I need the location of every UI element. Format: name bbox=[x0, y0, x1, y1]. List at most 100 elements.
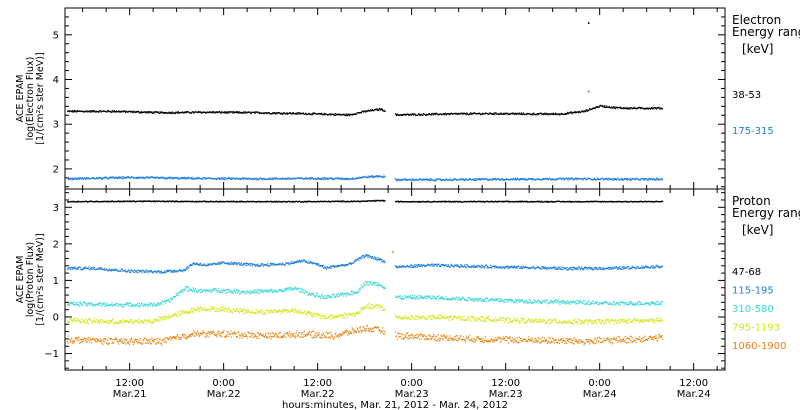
data-point bbox=[611, 200, 613, 202]
data-point bbox=[474, 265, 476, 267]
data-point bbox=[308, 292, 310, 294]
data-point bbox=[418, 200, 420, 202]
data-point bbox=[544, 266, 546, 268]
data-point bbox=[341, 200, 343, 202]
data-point bbox=[416, 266, 419, 268]
data-point bbox=[168, 300, 171, 302]
data-point bbox=[639, 179, 641, 181]
data-point bbox=[461, 266, 463, 268]
data-point bbox=[348, 114, 351, 117]
data-point bbox=[311, 114, 313, 116]
data-point bbox=[644, 108, 646, 110]
data-point bbox=[547, 201, 549, 203]
data-point bbox=[445, 178, 448, 180]
data-point bbox=[597, 268, 599, 270]
data-point bbox=[646, 108, 648, 110]
data-point bbox=[210, 289, 212, 291]
data-point bbox=[92, 110, 94, 113]
data-point bbox=[435, 263, 437, 265]
data-point bbox=[165, 271, 167, 273]
data-point bbox=[575, 268, 578, 270]
data-point bbox=[370, 257, 372, 259]
data-point bbox=[67, 178, 69, 180]
data-point bbox=[609, 267, 612, 269]
data-point bbox=[433, 112, 435, 114]
data-point bbox=[328, 267, 330, 269]
data-point bbox=[348, 113, 350, 115]
data-point bbox=[410, 266, 412, 268]
data-point bbox=[214, 112, 216, 114]
data-point bbox=[490, 267, 493, 269]
data-point bbox=[580, 111, 582, 114]
data-point bbox=[448, 200, 450, 202]
data-point bbox=[657, 265, 659, 268]
data-point bbox=[99, 268, 102, 270]
data-point bbox=[76, 177, 78, 179]
data-point bbox=[456, 265, 458, 267]
data-point bbox=[346, 113, 348, 115]
data-point bbox=[266, 264, 268, 266]
data-point bbox=[91, 268, 93, 270]
data-point bbox=[446, 265, 449, 268]
data-point bbox=[329, 265, 331, 267]
data-point bbox=[286, 263, 288, 265]
data-point bbox=[421, 265, 423, 267]
data-point bbox=[461, 112, 463, 115]
data-point bbox=[307, 294, 309, 296]
data-point bbox=[162, 111, 165, 114]
data-point bbox=[572, 266, 574, 268]
data-point bbox=[198, 264, 200, 266]
data-point bbox=[499, 267, 501, 269]
data-point bbox=[136, 177, 138, 179]
data-point bbox=[193, 262, 195, 264]
data-point bbox=[527, 267, 529, 269]
data-point bbox=[314, 296, 317, 298]
data-point bbox=[144, 177, 146, 180]
data-point bbox=[467, 265, 469, 267]
data-point bbox=[320, 112, 323, 114]
data-point bbox=[290, 263, 292, 265]
data-point bbox=[340, 177, 342, 179]
data-point bbox=[128, 271, 131, 273]
data-point bbox=[634, 179, 636, 181]
data-point bbox=[306, 201, 308, 203]
data-point bbox=[252, 290, 255, 293]
data-point bbox=[125, 176, 127, 178]
data-point bbox=[69, 178, 71, 180]
data-point bbox=[188, 176, 190, 178]
data-point bbox=[304, 292, 306, 294]
data-point bbox=[432, 263, 434, 265]
data-point bbox=[167, 270, 170, 273]
data-point bbox=[147, 112, 149, 114]
data-point bbox=[355, 177, 358, 180]
data-point bbox=[131, 111, 133, 113]
data-point bbox=[256, 265, 258, 267]
data-point bbox=[451, 180, 453, 182]
data-point bbox=[449, 178, 451, 180]
data-point bbox=[161, 111, 164, 113]
data-point bbox=[589, 267, 591, 269]
data-point bbox=[91, 304, 93, 306]
data-point bbox=[159, 304, 161, 306]
data-point bbox=[592, 269, 595, 271]
data-point bbox=[612, 178, 614, 180]
data-point bbox=[352, 201, 354, 203]
data-point bbox=[407, 113, 409, 115]
data-point bbox=[245, 262, 247, 264]
data-point bbox=[170, 200, 172, 202]
data-point bbox=[420, 265, 422, 267]
data-point bbox=[305, 200, 307, 202]
data-point bbox=[546, 268, 548, 270]
data-point bbox=[352, 177, 354, 179]
data-point bbox=[298, 259, 301, 262]
data-point bbox=[424, 265, 426, 268]
data-point bbox=[326, 178, 328, 180]
data-point bbox=[323, 177, 325, 179]
data-point bbox=[226, 288, 228, 290]
data-point bbox=[218, 178, 221, 180]
data-point bbox=[322, 296, 324, 298]
data-point bbox=[570, 267, 572, 269]
data-point bbox=[280, 178, 283, 180]
data-point bbox=[553, 266, 556, 268]
data-point bbox=[85, 304, 87, 306]
